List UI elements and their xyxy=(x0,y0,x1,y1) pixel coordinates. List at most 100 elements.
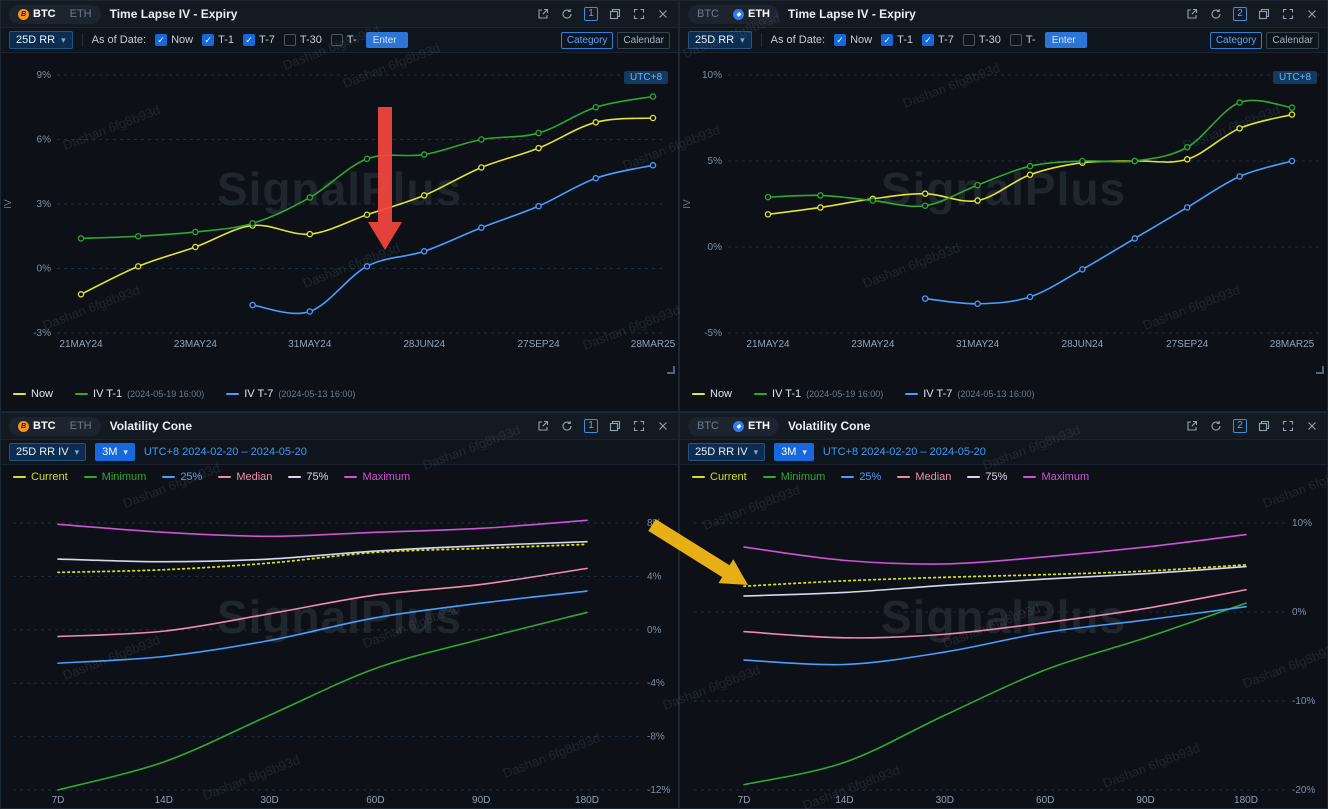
checkbox-t7[interactable]: ✓ T-7 xyxy=(243,34,275,46)
chevron-down-icon: ▾ xyxy=(740,34,745,45)
tab-eth[interactable]: ETH xyxy=(69,420,92,432)
duplicate-icon[interactable] xyxy=(1257,7,1271,21)
checkbox-t-custom[interactable]: T- xyxy=(1009,34,1036,46)
legend-swatch xyxy=(905,393,919,395)
checkbox-t-custom[interactable]: T- xyxy=(330,34,357,46)
chart-canvas[interactable]: 10% 0% -10% -20% 7D 14D 30D 60D 90D 180D xyxy=(680,489,1327,808)
metric-dropdown[interactable]: 25D RR IV ▾ xyxy=(9,443,87,461)
svg-text:28JUN24: 28JUN24 xyxy=(403,339,445,350)
period-dropdown[interactable]: 3M ▾ xyxy=(95,443,135,461)
tab-btc-label: BTC xyxy=(33,8,56,20)
panel-actions: 2 xyxy=(1185,7,1319,21)
refresh-icon[interactable] xyxy=(560,419,574,433)
legend-item-75[interactable]: 75% xyxy=(288,471,328,483)
chart-canvas[interactable]: 10% 5% 0% -5% 21MAY24 23MAY24 31MAY24 28JUN24 27… xyxy=(680,53,1327,377)
svg-text:28MAR25: 28MAR25 xyxy=(631,339,676,350)
legend-item-now[interactable]: Now xyxy=(13,388,53,400)
tab-btc[interactable]: B BTC xyxy=(11,6,63,23)
period-dropdown[interactable]: 3M ▾ xyxy=(774,443,814,461)
close-icon[interactable] xyxy=(1305,419,1319,433)
asset-switch: BTC ◆ ETH xyxy=(688,4,779,24)
legend-item-now[interactable]: Now xyxy=(692,388,732,400)
checkbox-t30[interactable]: T-30 xyxy=(962,34,1001,46)
tab-btc[interactable]: BTC xyxy=(697,420,719,432)
close-icon[interactable] xyxy=(656,419,670,433)
layer-count-badge[interactable]: 2 xyxy=(1233,419,1247,433)
expand-icon[interactable] xyxy=(632,7,646,21)
legend-item-minimum[interactable]: Minimum xyxy=(83,471,146,483)
calendar-button[interactable]: Calendar xyxy=(617,31,670,49)
resize-handle[interactable] xyxy=(1316,366,1324,374)
panel-title: Time Lapse IV - Expiry xyxy=(788,7,916,21)
duplicate-icon[interactable] xyxy=(608,419,622,433)
external-link-icon[interactable] xyxy=(1185,7,1199,21)
refresh-icon[interactable] xyxy=(560,7,574,21)
checkbox-t1[interactable]: ✓ T-1 xyxy=(202,34,234,46)
chart-canvas[interactable]: 8% 4% 0% -4% -8% -12% 7D 14D 30D 60D 90D 180D xyxy=(1,489,678,808)
legend-item-t7[interactable]: IV T-7 (2024-05-13 16:00) xyxy=(226,388,355,400)
chevron-down-icon: ▾ xyxy=(753,446,759,457)
checkbox-box: ✓ xyxy=(922,34,934,46)
metric-dropdown[interactable]: 25D RR ▾ xyxy=(9,31,73,49)
chevron-down-icon: ▾ xyxy=(61,34,66,45)
legend-item-median[interactable]: Median xyxy=(897,471,951,483)
svg-text:6%: 6% xyxy=(37,135,52,146)
checkbox-t30[interactable]: T-30 xyxy=(283,34,322,46)
legend-item-25[interactable]: 25% xyxy=(841,471,881,483)
legend-item-current[interactable]: Current xyxy=(13,471,68,483)
view-toggle: Category Calendar xyxy=(560,31,670,49)
btc-coin-icon: B xyxy=(18,8,29,20)
duplicate-icon[interactable] xyxy=(1257,419,1271,433)
tab-eth[interactable]: ETH xyxy=(69,8,92,20)
legend-item-25[interactable]: 25% xyxy=(162,471,202,483)
legend-item-t1[interactable]: IV T-1 (2024-05-19 16:00) xyxy=(754,388,883,400)
panel-volcone-btc: B BTC ETH Volatility Cone 1 25D RR IV ▾ xyxy=(0,412,679,809)
svg-text:-3%: -3% xyxy=(33,328,51,339)
expand-icon[interactable] xyxy=(1281,419,1295,433)
external-link-icon[interactable] xyxy=(1185,419,1199,433)
tab-eth[interactable]: ◆ ETH xyxy=(726,418,777,435)
calendar-button[interactable]: Calendar xyxy=(1266,31,1319,49)
as-of-date-label: As of Date: xyxy=(91,34,147,46)
duplicate-icon[interactable] xyxy=(608,7,622,21)
legend-item-75[interactable]: 75% xyxy=(967,471,1007,483)
checkbox-t7[interactable]: ✓ T-7 xyxy=(922,34,954,46)
custom-date-input[interactable]: Enter xyxy=(1044,32,1087,48)
resize-handle[interactable] xyxy=(667,366,675,374)
legend-item-t1[interactable]: IV T-1 (2024-05-19 16:00) xyxy=(75,388,204,400)
legend-item-current[interactable]: Current xyxy=(692,471,747,483)
checkbox-t1[interactable]: ✓ T-1 xyxy=(881,34,913,46)
chart-canvas[interactable]: 9% 6% 3% 0% -3% 21MAY24 23MAY24 31MAY24 28JUN24 2… xyxy=(1,53,678,377)
legend-item-minimum[interactable]: Minimum xyxy=(762,471,825,483)
metric-dropdown[interactable]: 25D RR ▾ xyxy=(688,31,752,49)
layer-count-badge[interactable]: 2 xyxy=(1233,7,1247,21)
legend-item-maximum[interactable]: Maximum xyxy=(344,471,410,483)
legend-item-maximum[interactable]: Maximum xyxy=(1023,471,1089,483)
external-link-icon[interactable] xyxy=(536,7,550,21)
refresh-icon[interactable] xyxy=(1209,419,1223,433)
layer-count-badge[interactable]: 1 xyxy=(584,7,598,21)
external-link-icon[interactable] xyxy=(536,419,550,433)
metric-dropdown[interactable]: 25D RR IV ▾ xyxy=(688,443,766,461)
close-icon[interactable] xyxy=(1305,7,1319,21)
refresh-icon[interactable] xyxy=(1209,7,1223,21)
tab-eth[interactable]: ◆ ETH xyxy=(726,6,777,23)
checkbox-box xyxy=(962,34,975,46)
legend-item-median[interactable]: Median xyxy=(218,471,272,483)
tab-btc[interactable]: B BTC xyxy=(11,418,63,435)
custom-date-input[interactable]: Enter xyxy=(365,32,408,48)
tab-btc[interactable]: BTC xyxy=(697,8,719,20)
svg-text:IV: IV xyxy=(682,199,693,209)
chart-area: SignalPlus UTC+8 10% 5% 0% -5% 21MAY24 23MAY2… xyxy=(680,53,1327,377)
category-button[interactable]: Category xyxy=(560,31,614,49)
svg-text:30D: 30D xyxy=(936,795,954,806)
close-icon[interactable] xyxy=(656,7,670,21)
legend-item-t7[interactable]: IV T-7 (2024-05-13 16:00) xyxy=(905,388,1034,400)
checkbox-now[interactable]: ✓ Now xyxy=(834,34,872,46)
expand-icon[interactable] xyxy=(632,419,646,433)
layer-count-badge[interactable]: 1 xyxy=(584,419,598,433)
checkbox-now[interactable]: ✓ Now xyxy=(155,34,193,46)
expand-icon[interactable] xyxy=(1281,7,1295,21)
category-button[interactable]: Category xyxy=(1209,31,1263,49)
